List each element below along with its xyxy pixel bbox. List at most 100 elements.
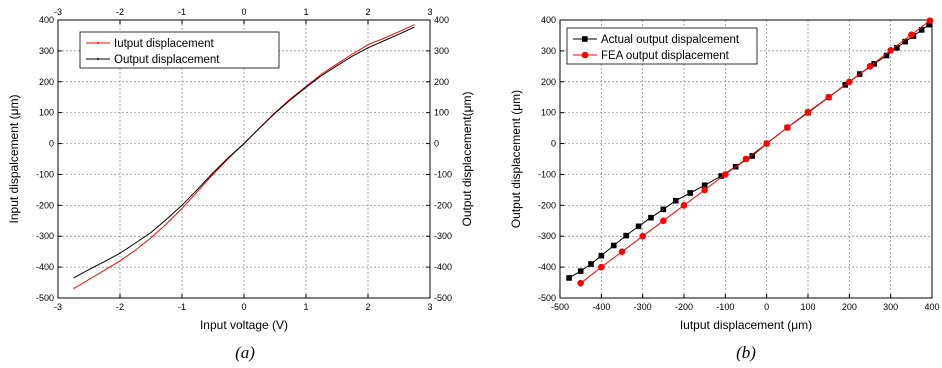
y-axis-label: Input dispalcement (μm)	[7, 95, 21, 224]
y2-axis-label: Output displacement(μm)	[460, 92, 474, 227]
plot-frame	[559, 19, 933, 299]
data-point-square	[687, 190, 693, 196]
data-point-square	[660, 206, 667, 213]
legend-swatch-marker	[97, 58, 99, 60]
x-tick-label: -1	[178, 302, 186, 312]
x-tick-label: 3	[427, 302, 432, 312]
y-tick-label: 100	[39, 108, 54, 118]
data-point-square	[672, 197, 679, 204]
y-tick-label: 400	[541, 15, 556, 25]
legend-label: Iutput displacement	[114, 38, 215, 50]
y-tick-label: -100	[538, 169, 556, 179]
figure-caption: (a)	[235, 343, 255, 362]
data-point-square	[566, 275, 572, 281]
series-line-2	[73, 26, 415, 279]
data-point-square	[894, 45, 900, 51]
x-tick-label: -300	[634, 302, 652, 312]
x-axis-label: Iutput displacement (μm)	[680, 318, 812, 332]
y-tick-label: 200	[541, 77, 556, 87]
data-point-square	[918, 27, 925, 33]
x-tick-label: 200	[842, 302, 857, 312]
x-tick-label: -400	[592, 302, 610, 312]
y2-tick-label: -300	[434, 231, 452, 241]
x-tick-label: 0	[764, 302, 769, 312]
data-point-circle	[577, 279, 584, 287]
data-point-square	[610, 242, 617, 249]
data-point-square	[902, 38, 908, 45]
data-point-square	[718, 173, 724, 179]
data-point-circle	[866, 63, 874, 70]
x-tick-label: 0	[241, 302, 246, 312]
x2-tick-label: 1	[303, 7, 308, 17]
y2-tick-label: -500	[434, 293, 452, 303]
data-point-circle	[763, 140, 770, 147]
data-point-circle	[825, 93, 832, 101]
data-point-square	[598, 252, 605, 259]
y-tick-label: 0	[551, 139, 556, 149]
data-point-circle	[846, 78, 853, 86]
data-point-square	[926, 21, 932, 28]
y-tick-label: -200	[36, 200, 54, 210]
y-tick-label: 200	[39, 77, 54, 87]
legend-box	[566, 27, 758, 65]
data-point-circle	[804, 108, 812, 116]
x-tick-label: -100	[716, 302, 734, 312]
x-tick-label: -500	[551, 302, 569, 312]
legend-box	[79, 31, 280, 69]
data-point-square	[749, 153, 755, 159]
data-point-square	[648, 214, 654, 221]
legend-swatch-marker	[581, 51, 589, 59]
x-tick-label: -3	[54, 302, 62, 312]
y2-tick-label: -400	[434, 262, 452, 272]
series-line-2	[580, 20, 931, 284]
y-tick-label: 300	[39, 46, 54, 56]
data-point-circle	[887, 46, 894, 54]
y-tick-label: -100	[36, 169, 54, 179]
x-tick-label: 2	[365, 302, 370, 312]
x2-tick-label: -2	[116, 7, 124, 17]
y2-tick-label: -100	[434, 169, 452, 179]
data-point-circle	[701, 186, 708, 194]
data-point-circle	[680, 202, 688, 209]
x2-tick-label: -3	[54, 7, 62, 17]
y-tick-label: 300	[541, 46, 556, 56]
y2-tick-label: 0	[434, 139, 439, 149]
data-point-square	[623, 232, 629, 239]
y-tick-label: -500	[36, 293, 54, 303]
chart-b: -500 -400 -300 -200 -100 0 100 200 300 400 -500 -40…	[509, 15, 940, 362]
data-point-circle	[639, 232, 646, 240]
y-tick-label: -400	[36, 262, 54, 272]
y-axis-label: Output displacement (μm)	[509, 90, 523, 228]
data-point-circle	[722, 171, 729, 178]
data-point-circle	[908, 31, 915, 39]
x-tick-label: 100	[800, 302, 815, 312]
x-tick-label: 400	[924, 302, 939, 312]
figure-caption: (b)	[736, 343, 756, 362]
x2-tick-label: 3	[427, 7, 432, 17]
x-tick-label: -2	[116, 302, 124, 312]
data-point-circle	[926, 17, 934, 24]
legend-label: Output displacement	[114, 54, 220, 66]
y-tick-label: 100	[541, 108, 556, 118]
y-tick-label: 0	[49, 139, 54, 149]
y2-tick-label: -200	[434, 200, 452, 210]
x2-tick-label: 2	[365, 7, 370, 17]
data-point-circle	[784, 124, 791, 131]
y2-tick-label: 100	[434, 108, 449, 118]
y2-tick-label: 200	[434, 77, 449, 87]
y-tick-label: -400	[538, 262, 556, 272]
data-point-circle	[742, 155, 750, 163]
data-point-square	[588, 261, 594, 267]
x-tick-label: 1	[303, 302, 308, 312]
data-point-square	[635, 223, 642, 230]
data-point-square	[577, 268, 584, 274]
y-tick-label: -500	[538, 293, 556, 303]
y-tick-label: -200	[538, 200, 556, 210]
x-tick-label: -200	[675, 302, 693, 312]
legend-swatch-marker	[582, 36, 588, 42]
data-point-circle	[618, 248, 626, 255]
data-point-square	[883, 52, 890, 59]
x-tick-label: 300	[883, 302, 898, 312]
